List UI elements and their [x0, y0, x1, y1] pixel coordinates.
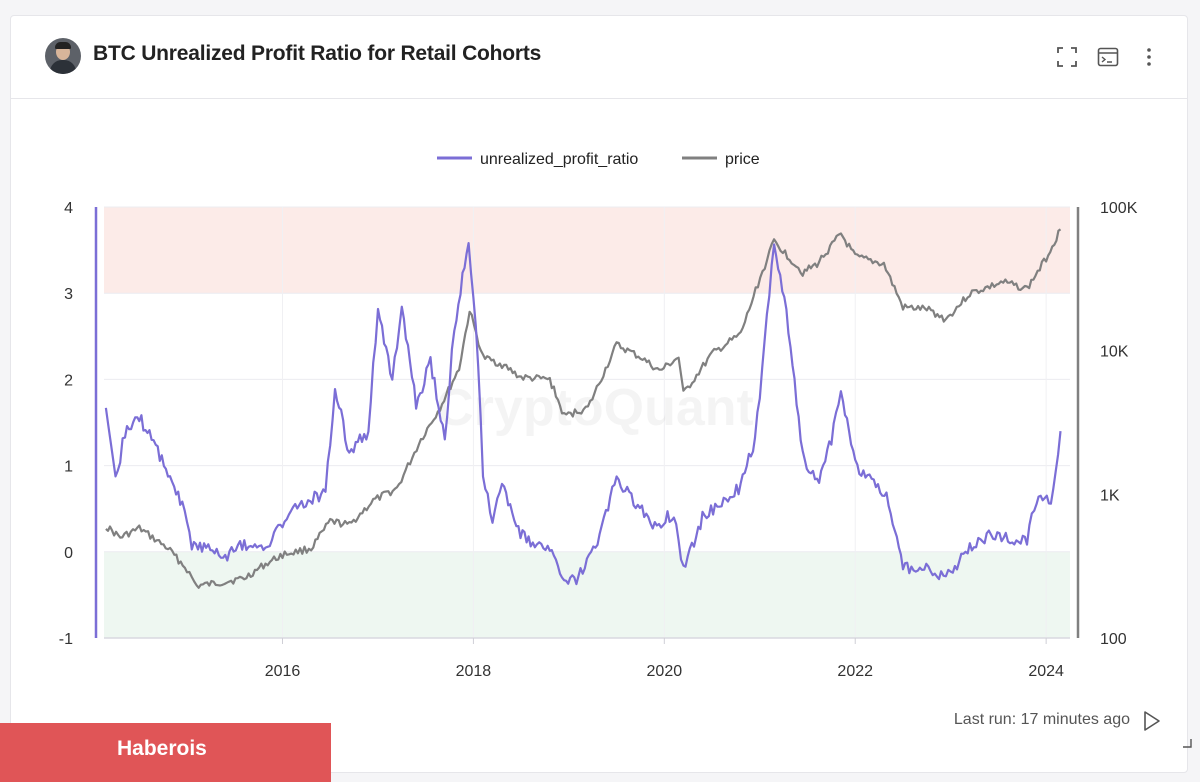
band-0 [104, 207, 1070, 294]
y-right-tick-label: 1K [1100, 487, 1120, 504]
watermark: CryptoQuant [436, 379, 754, 437]
card-header: BTC Unrealized Profit Ratio for Retail C… [11, 16, 1187, 99]
series-lines [104, 228, 1062, 589]
chart-card: BTC Unrealized Profit Ratio for Retail C… [10, 15, 1188, 773]
y-left-tick-label: 4 [64, 200, 73, 217]
resize-handle-icon[interactable] [1182, 738, 1192, 748]
last-run-label: Last run: 17 minutes ago [953, 711, 1130, 728]
fullscreen-icon[interactable] [1056, 46, 1078, 68]
x-tick-label: 2018 [456, 663, 492, 680]
y-left-tick-label: -1 [59, 631, 73, 648]
series-line-unrealized-profit-ratio [104, 242, 1062, 586]
legend-label-price[interactable]: price [725, 151, 760, 168]
y-left-tick-label: 1 [64, 459, 73, 476]
x-tick-label: 2022 [837, 663, 873, 680]
series-line-price [105, 228, 1062, 589]
y-right-tick-label: 100K [1100, 200, 1138, 217]
axes: 4 3 2 1 0 -1 100K 10K 1K 100 2016 2018 2020 2022 2024 [59, 200, 1138, 680]
console-icon[interactable] [1097, 46, 1119, 68]
y-right-tick-label: 10K [1100, 344, 1129, 361]
y-left-tick-label: 0 [64, 545, 73, 562]
play-icon[interactable] [1142, 710, 1162, 732]
y-right-tick-label: 100 [1100, 631, 1127, 648]
chart-area: CryptoQuant 4 3 2 1 0 -1 100K 10K 1K 100 2016 2018 2… [59, 151, 1138, 680]
x-tick-label: 2020 [647, 663, 683, 680]
legend: unrealized_profit_ratio price [437, 151, 760, 168]
x-tick-label: 2024 [1028, 663, 1064, 680]
y-left-tick-label: 3 [64, 286, 73, 303]
y-left-tick-label: 2 [64, 372, 73, 389]
more-vert-icon[interactable] [1138, 46, 1160, 68]
legend-label-ratio[interactable]: unrealized_profit_ratio [480, 151, 638, 168]
brand-label: Haberois [117, 737, 207, 760]
x-tick-label: 2016 [265, 663, 301, 680]
brand-banner: Haberois [0, 723, 331, 782]
avatar[interactable] [45, 38, 81, 74]
page-title: BTC Unrealized Profit Ratio for Retail C… [93, 42, 542, 65]
